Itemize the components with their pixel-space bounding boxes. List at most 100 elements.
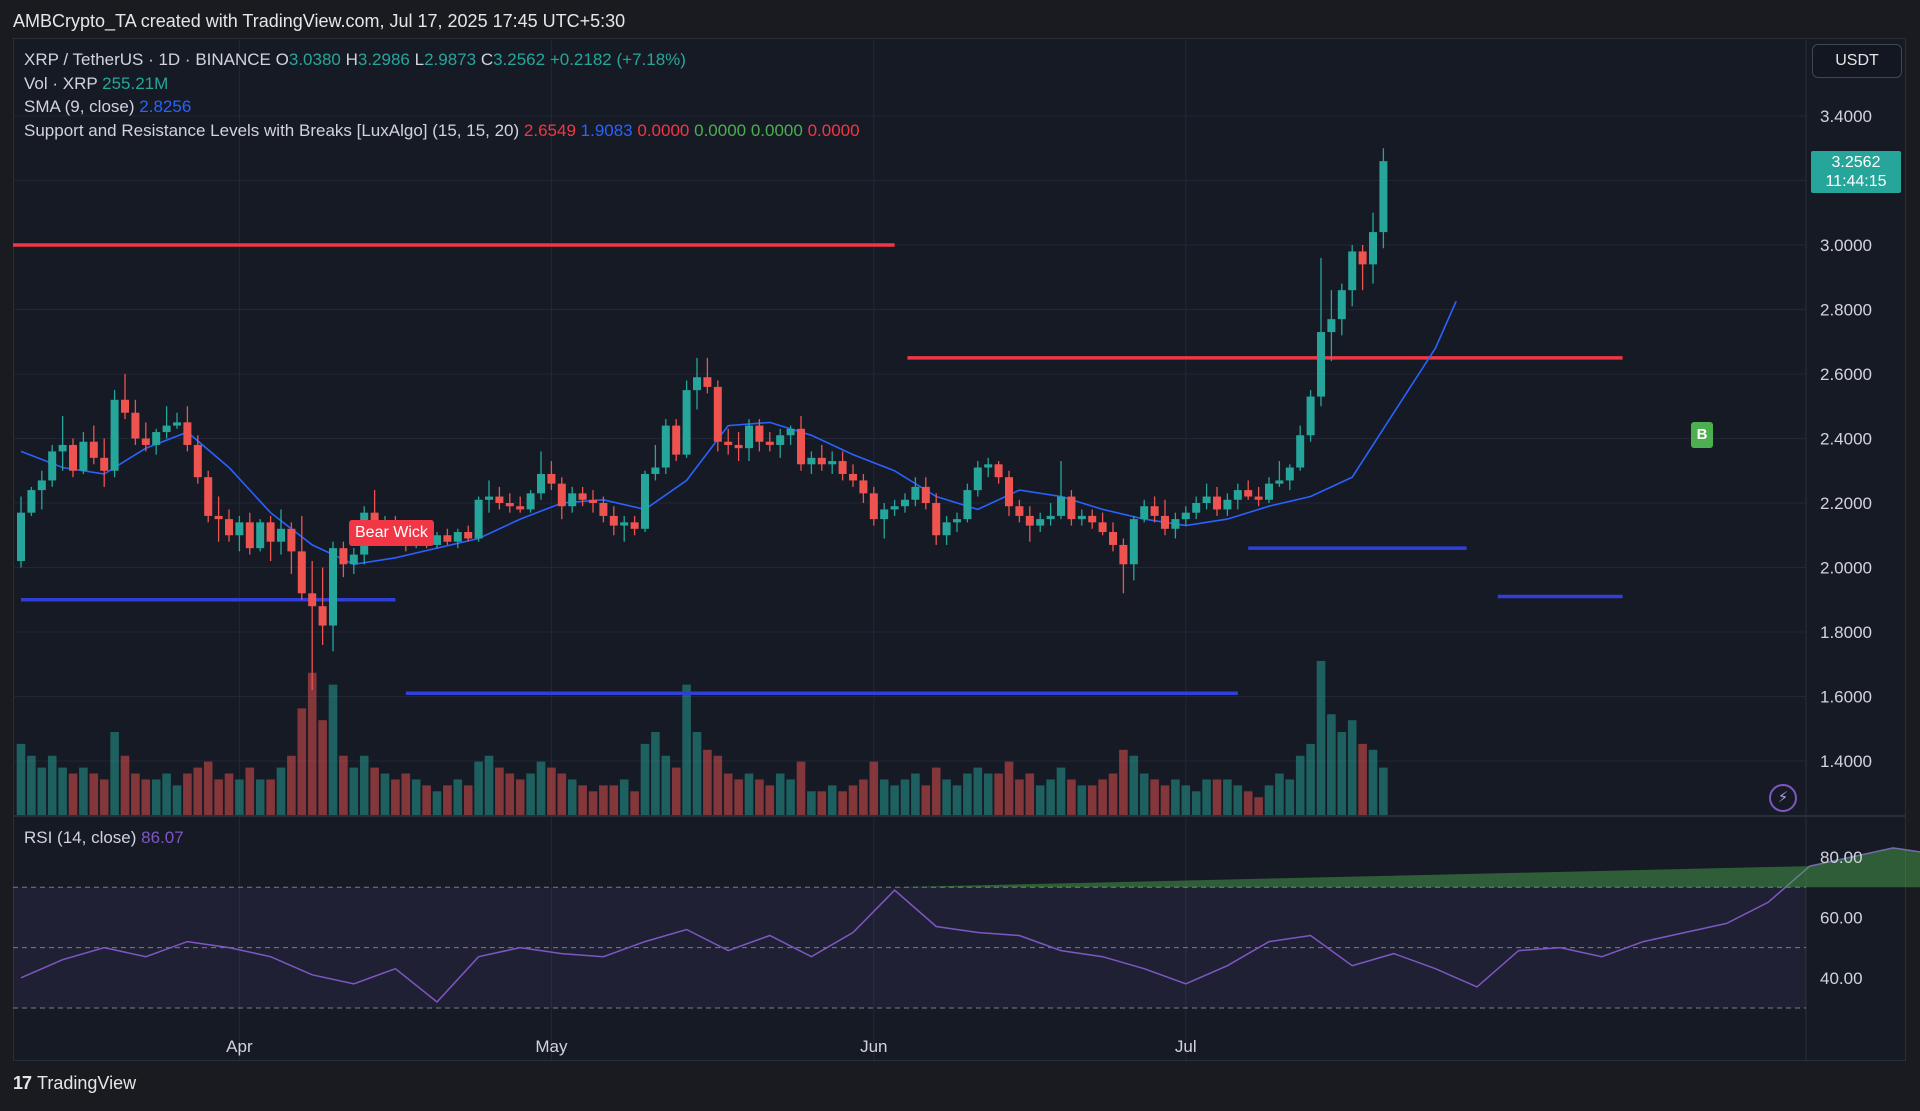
volume-bar [1254, 797, 1263, 815]
candle-body [1036, 519, 1045, 526]
candle-body [1296, 435, 1305, 468]
candle-body [745, 425, 753, 449]
volume-bar [692, 732, 702, 815]
candle-body [277, 528, 285, 542]
chart-frame[interactable] [13, 38, 1906, 1061]
candle-body [599, 503, 608, 516]
volume-bar [827, 785, 837, 815]
break-marker: B [1691, 422, 1713, 448]
candle-body [1046, 515, 1055, 520]
candle-body [1161, 515, 1169, 529]
sr-legend-row[interactable]: Support and Resistance Levels with Break… [24, 119, 860, 143]
candle-body [1327, 319, 1336, 333]
volume-bar [359, 755, 369, 815]
volume-bar [963, 773, 972, 815]
volume-bar [401, 773, 411, 815]
sma-label: SMA (9, close) [24, 97, 135, 116]
candle-body [1119, 544, 1128, 565]
volume-bar [651, 732, 660, 815]
volume-bar [734, 779, 743, 815]
rsi-legend[interactable]: RSI (14, close) 86.07 [24, 828, 184, 848]
candle-body [1067, 496, 1076, 520]
candle-body [27, 490, 36, 513]
candle-body [100, 457, 109, 471]
candle-body [1254, 496, 1263, 500]
open-value: 3.0380 [288, 50, 341, 69]
volume-bar [630, 791, 639, 815]
bolt-icon[interactable]: ⚡ [1769, 784, 1797, 812]
price-tick-label: 1.8000 [1820, 623, 1872, 642]
x-tick-label: Jul [1175, 1037, 1197, 1056]
price-tick-label: 3.4000 [1820, 107, 1872, 126]
volume-bar [547, 767, 556, 815]
volume-bar [141, 779, 151, 815]
candle-body [495, 496, 504, 503]
volume-bar [370, 767, 379, 815]
candle-body [1213, 496, 1221, 510]
candle-body [1265, 483, 1273, 500]
candle-body [193, 444, 202, 478]
candle-body [48, 451, 57, 481]
candle-body [703, 377, 712, 387]
candle-body [973, 467, 982, 491]
candle-body [786, 428, 795, 436]
volume-bar [609, 785, 619, 815]
volume-bar [318, 720, 327, 815]
candle-body [1171, 519, 1180, 529]
candle-body [994, 464, 1003, 478]
rsi-tick-label: 40.00 [1820, 969, 1863, 988]
volume-bar [1015, 779, 1024, 815]
candle-body [1244, 490, 1253, 497]
candle-body [214, 515, 223, 520]
volume-bar [484, 755, 494, 815]
volume-bar [931, 767, 941, 815]
candle-body [1379, 161, 1388, 233]
volume-bar [193, 767, 203, 815]
currency-button[interactable]: USDT [1812, 44, 1902, 78]
volume-bar [287, 755, 296, 815]
candle-body [849, 473, 857, 481]
volume-bar [755, 779, 764, 815]
volume-bar [422, 785, 431, 815]
volume-bar [744, 773, 754, 815]
candle-body [443, 535, 452, 542]
volume-bar [619, 779, 629, 815]
symbol-legend-row[interactable]: XRP / TetherUS · 1D · BINANCE O3.0380 H3… [24, 48, 860, 72]
candle-body [1202, 496, 1211, 503]
candle-body [1109, 532, 1117, 545]
candle-body [256, 522, 265, 549]
last-price-tag: 3.2562 11:44:15 [1811, 151, 1901, 193]
price-tick-label: 2.0000 [1820, 559, 1872, 578]
volume-bar [131, 773, 140, 815]
volume-bar [952, 785, 962, 815]
candle-body [724, 441, 733, 445]
candle-body [859, 480, 868, 494]
candle-body [485, 496, 493, 500]
candle-body [963, 490, 972, 520]
candle-body [141, 438, 150, 445]
volume-bar [183, 773, 192, 815]
candle-body [713, 386, 722, 442]
candle-body [1005, 477, 1013, 507]
candle-body [1025, 515, 1034, 526]
volume-bar [567, 779, 577, 815]
volume-bar [526, 773, 535, 815]
candle-body [828, 461, 837, 465]
rsi-value: 86.07 [141, 828, 184, 847]
rsi-overbought-fill [894, 847, 1920, 888]
volume-bar [703, 749, 712, 815]
volume-bar [307, 672, 317, 815]
sma-legend-row[interactable]: SMA (9, close) 2.8256 [24, 95, 860, 119]
candle-body [797, 428, 805, 465]
candle-body [942, 522, 951, 536]
volume-bar [235, 779, 244, 815]
volume-bar [900, 779, 910, 815]
candle-body [329, 548, 337, 626]
candle-body [308, 593, 317, 607]
volume-legend-row[interactable]: Vol · XRP 255.21M [24, 72, 860, 96]
volume-bar [640, 743, 650, 815]
candle-body [526, 493, 535, 510]
tradingview-brand: TradingView [37, 1073, 137, 1093]
candle-body [131, 412, 140, 439]
